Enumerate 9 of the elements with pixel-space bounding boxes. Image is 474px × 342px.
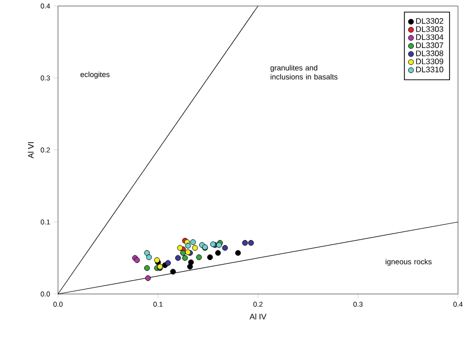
legend-label: DL3308 (416, 50, 444, 56)
y-axis-title: Al VI (28, 142, 34, 158)
legend-label: DL3310 (416, 66, 444, 72)
legend-label: DL3307 (416, 42, 444, 48)
legend-label: DL3303 (416, 26, 444, 32)
legend-label: DL3302 (416, 18, 444, 24)
legend-label: DL3304 (416, 34, 444, 40)
legend-label: DL3309 (416, 58, 444, 64)
x-axis-title: Al IV (250, 314, 266, 320)
